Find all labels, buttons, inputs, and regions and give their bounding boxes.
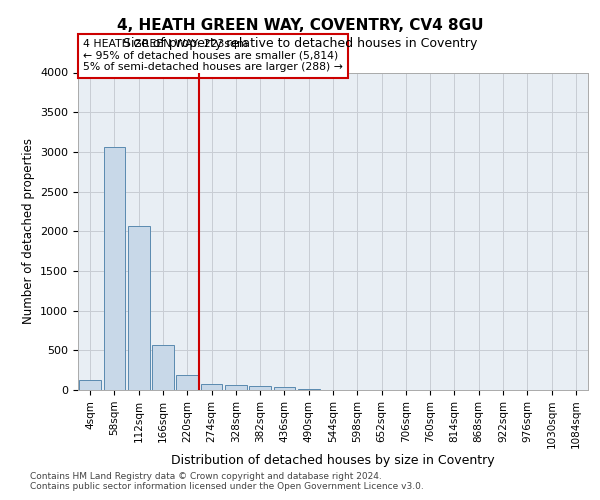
Bar [104,147,125,390]
X-axis label: Distribution of detached houses by size in Coventry: Distribution of detached houses by size … [171,454,495,467]
Bar [79,380,101,390]
Text: 4 HEATH GREEN WAY: 223sqm
← 95% of detached houses are smaller (5,814)
5% of sem: 4 HEATH GREEN WAY: 223sqm ← 95% of detac… [83,40,343,72]
Bar [200,384,223,390]
Bar [249,386,271,390]
Text: Contains HM Land Registry data © Crown copyright and database right 2024.: Contains HM Land Registry data © Crown c… [30,472,382,481]
Text: 4, HEATH GREEN WAY, COVENTRY, CV4 8GU: 4, HEATH GREEN WAY, COVENTRY, CV4 8GU [117,18,483,32]
Bar [225,385,247,390]
Y-axis label: Number of detached properties: Number of detached properties [22,138,35,324]
Bar [176,375,198,390]
Bar [128,226,149,390]
Text: Contains public sector information licensed under the Open Government Licence v3: Contains public sector information licen… [30,482,424,491]
Bar [152,345,174,390]
Bar [274,387,295,390]
Text: Size of property relative to detached houses in Coventry: Size of property relative to detached ho… [123,38,477,51]
Bar [298,389,320,390]
